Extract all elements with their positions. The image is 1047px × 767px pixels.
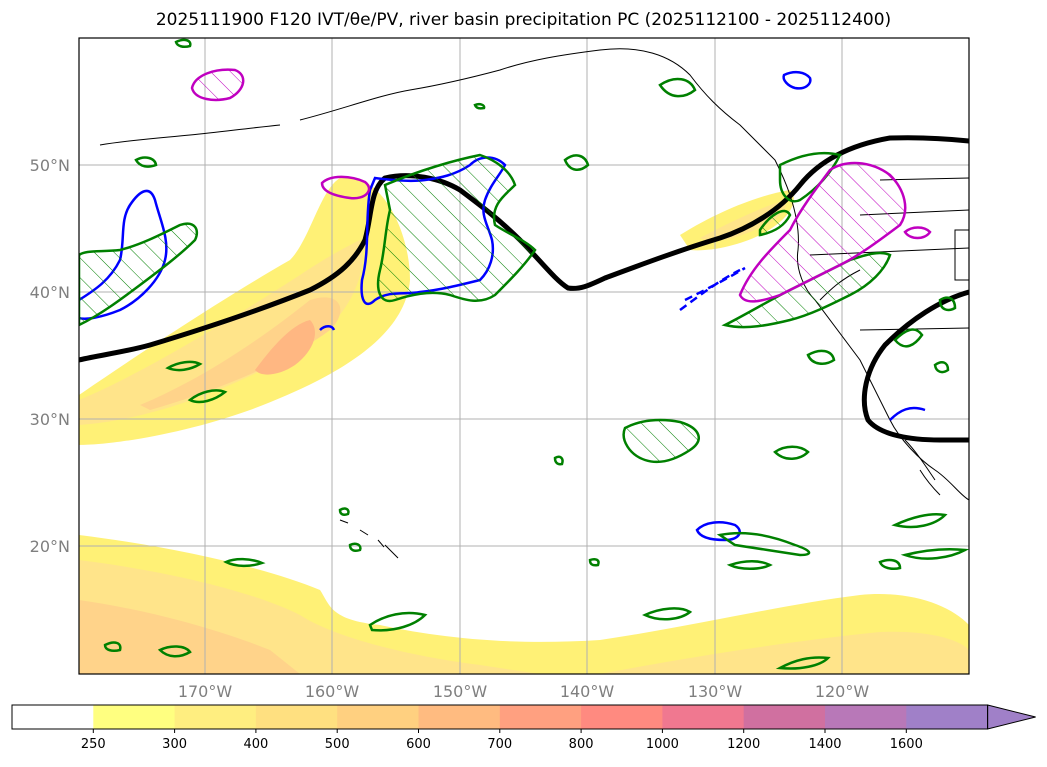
lon-label-120w: 120°W <box>815 682 870 701</box>
colorbar-segment <box>93 705 176 729</box>
colorbar-segment <box>743 705 826 729</box>
colorbar-segment <box>662 705 745 729</box>
colorbar-segment <box>825 705 907 729</box>
ivt-band-south <box>79 535 969 674</box>
colorbar-segment <box>906 705 989 729</box>
colorbar-tick-label: 1400 <box>808 737 841 752</box>
precip-pc-contours <box>79 38 969 670</box>
colorbar-segment <box>337 705 419 729</box>
ivt-plume-nw <box>680 190 794 251</box>
colorbar-tick-label: 600 <box>406 737 431 752</box>
colorbar-segment <box>174 705 257 729</box>
colorbar-segment <box>581 705 663 729</box>
lon-label-150w: 150°W <box>433 682 488 701</box>
colorbar-segment <box>12 705 94 729</box>
colorbar-tick-label: 800 <box>569 737 594 752</box>
lat-label-20n: 20°N <box>30 537 70 556</box>
lat-label-40n: 40°N <box>30 283 70 302</box>
lon-label-130w: 130°W <box>688 682 743 701</box>
colorbar-tick-label: 500 <box>325 737 350 752</box>
lon-label-160w: 160°W <box>305 682 360 701</box>
lat-label-50n: 50°N <box>30 156 70 175</box>
colorbar-extend-arrow <box>987 704 1036 730</box>
magenta-contours <box>190 68 932 303</box>
colorbar-segment <box>499 705 582 729</box>
ivt-plume-north <box>79 177 410 445</box>
lon-label-140w: 140°W <box>560 682 615 701</box>
colorbar-tick-label: 250 <box>81 737 106 752</box>
map-title: 2025111900 F120 IVT/θe/PV, river basin p… <box>155 10 892 30</box>
colorbar: 250 300 400 500 600 700 800 1000 1200 1400 1600 <box>11 704 1036 752</box>
colorbar-tick-label: 400 <box>243 737 268 752</box>
colorbar-tick-label: 700 <box>487 737 512 752</box>
colorbar-tick-label: 1600 <box>890 737 923 752</box>
colorbar-tick-label: 300 <box>162 737 187 752</box>
colorbar-segment <box>255 705 338 729</box>
axes-frame <box>78 37 970 675</box>
colorbar-tick-label: 1200 <box>727 737 760 752</box>
lat-label-30n: 30°N <box>30 410 70 429</box>
colorbar-tick-label: 1000 <box>646 737 679 752</box>
lon-label-170w: 170°W <box>178 682 233 701</box>
colorbar-segment <box>418 705 501 729</box>
